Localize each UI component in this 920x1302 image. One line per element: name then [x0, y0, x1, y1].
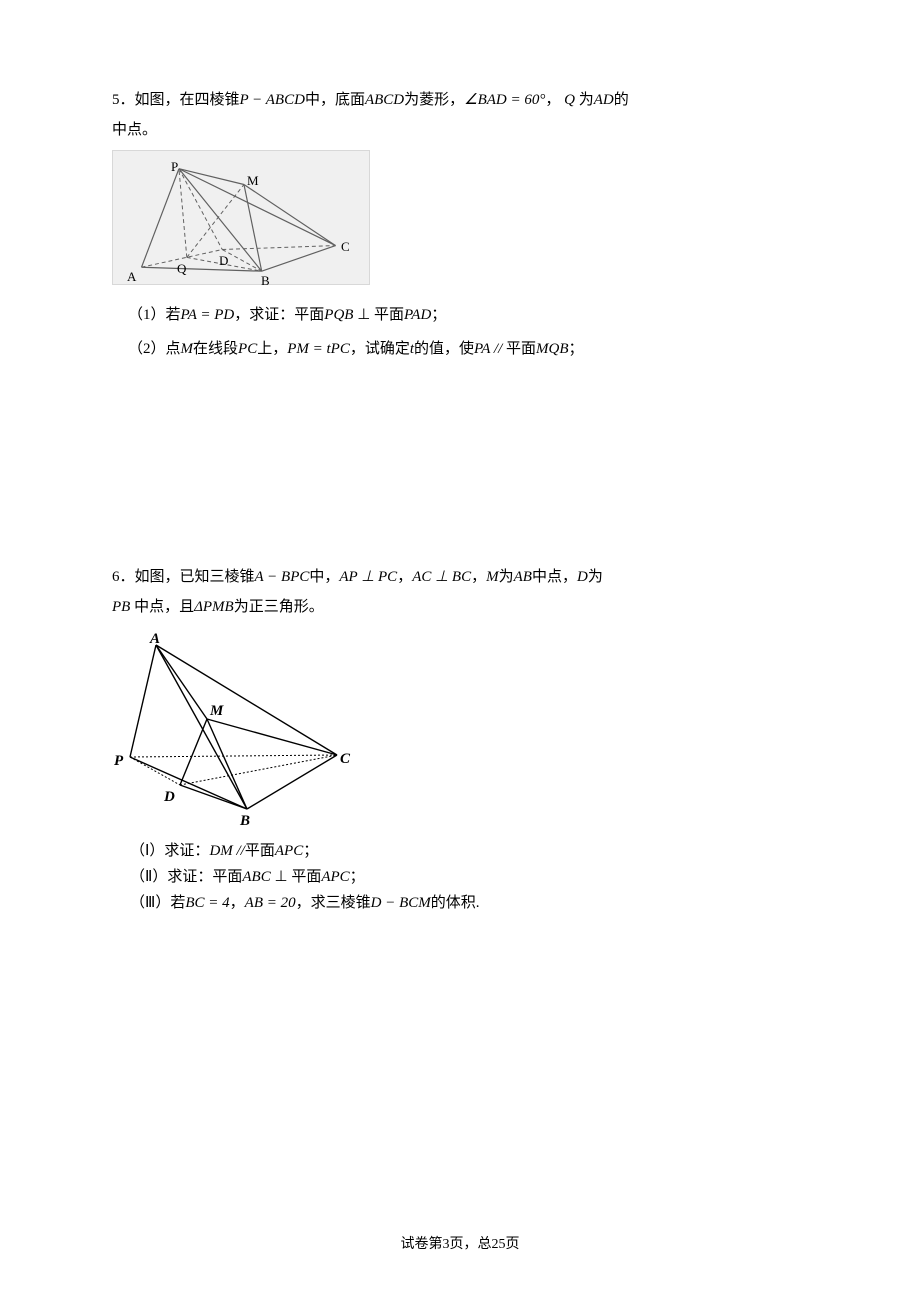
p6-part2: （Ⅱ）求证：平面ABC ⊥ 平面APC；	[130, 865, 808, 889]
p5-part2: （2）点M在线段PC上，PM = tPC，试确定t的值，使PA // 平面MQB…	[128, 337, 808, 361]
p6-parts: （Ⅰ）求证：DM //平面APC； （Ⅱ）求证：平面ABC ⊥ 平面APC； （…	[112, 839, 808, 915]
p5-figure: P M Q D C A B	[112, 150, 808, 285]
p6-part3: （Ⅲ）若BC = 4，AB = 20，求三棱锥D − BCM的体积.	[130, 891, 808, 915]
p5-part1: （1）若PA = PD，求证：平面PQB ⊥ 平面PAD；	[128, 303, 808, 327]
spacing	[112, 385, 808, 565]
p5-number: 5．	[112, 92, 135, 108]
p6-figure: A M P C D B	[112, 627, 372, 827]
page-footer: 试卷第3页，总25页	[0, 1234, 920, 1256]
p6-intro-line2: PB 中点，且ΔPMB为正三角形。	[112, 595, 808, 619]
p6-intro-line1: 6．如图，已知三棱锥A − BPC中，AP ⊥ PC，AC ⊥ BC，M为AB中…	[112, 565, 808, 589]
problem-6: 6．如图，已知三棱锥A − BPC中，AP ⊥ PC，AC ⊥ BC，M为AB中…	[112, 565, 808, 915]
p6-part1: （Ⅰ）求证：DM //平面APC；	[130, 839, 808, 863]
p5-intro-line2: 中点。	[112, 118, 808, 142]
p6-number: 6．	[112, 569, 135, 585]
problem-5: 5．如图，在四棱锥P − ABCD中，底面ABCD为菱形，∠BAD = 60°，…	[112, 88, 808, 361]
p5-intro-line1: 5．如图，在四棱锥P − ABCD中，底面ABCD为菱形，∠BAD = 60°，…	[112, 88, 808, 112]
